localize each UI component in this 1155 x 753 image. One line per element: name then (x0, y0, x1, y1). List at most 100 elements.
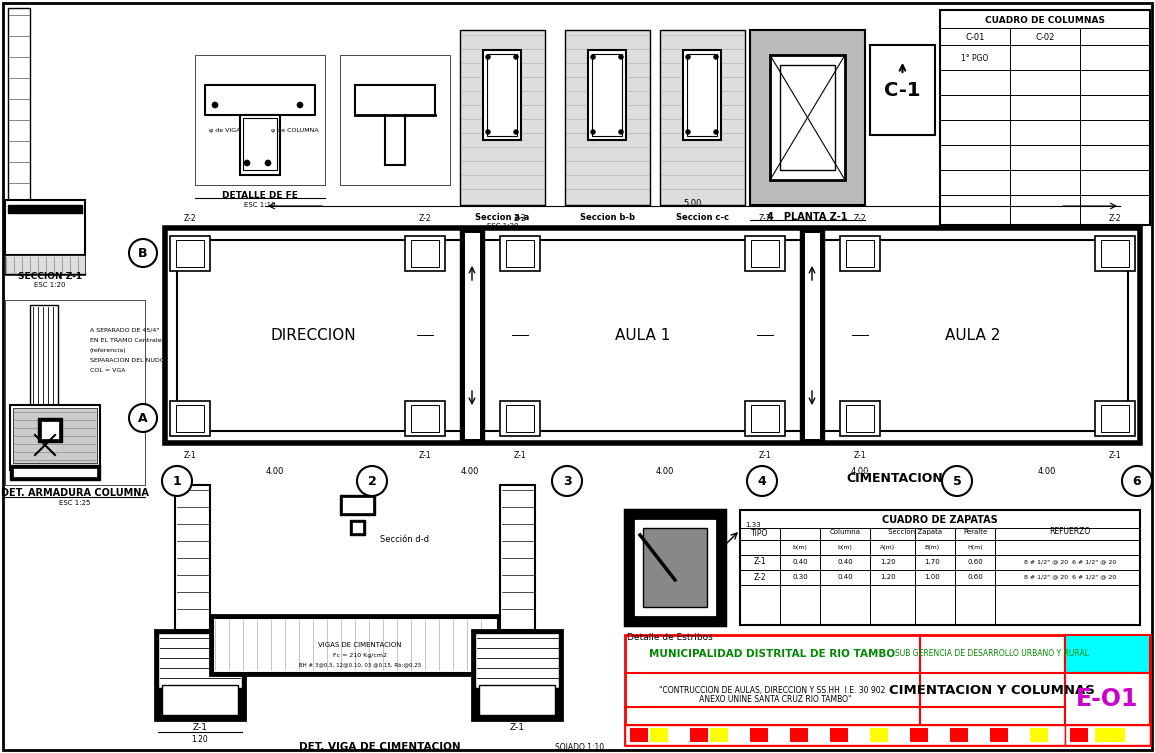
Bar (1101, 405, 1128, 432)
Bar (162, 685, 238, 715)
Bar (177, 240, 1128, 431)
Text: Seccion c-c: Seccion c-c (676, 212, 729, 221)
Circle shape (747, 466, 777, 496)
Bar (506, 405, 534, 432)
Text: ESC 1:20: ESC 1:20 (486, 223, 519, 229)
Circle shape (129, 239, 157, 267)
Text: AULA 2: AULA 2 (945, 328, 1000, 343)
Text: b(m): b(m) (792, 545, 807, 550)
Text: EN EL TRAMO Centrales: EN EL TRAMO Centrales (90, 337, 165, 343)
Bar (1030, 728, 1048, 742)
Circle shape (129, 404, 157, 432)
Bar (643, 528, 707, 607)
Bar (10, 405, 100, 470)
Bar (204, 85, 315, 115)
Text: Seccion Zapata: Seccion Zapata (888, 529, 942, 535)
Text: ESC 1:20: ESC 1:20 (35, 282, 66, 288)
Bar (170, 401, 210, 436)
Text: Z-1: Z-1 (514, 450, 527, 459)
Text: 4.00: 4.00 (461, 467, 478, 475)
Bar (633, 518, 717, 617)
Bar (506, 240, 534, 267)
Bar (342, 497, 373, 513)
Text: Sección d-d: Sección d-d (380, 535, 429, 544)
Bar (683, 50, 721, 140)
Bar (170, 236, 210, 271)
Text: Z-2: Z-2 (759, 214, 772, 222)
Text: 0.40: 0.40 (792, 559, 807, 565)
Bar (710, 728, 728, 742)
Bar (690, 728, 708, 742)
Text: 4.00: 4.00 (850, 467, 869, 475)
Text: A SEPARADO DE 45/4": A SEPARADO DE 45/4" (90, 328, 159, 333)
Bar (5, 255, 85, 275)
Text: Seccion b-b: Seccion b-b (580, 212, 635, 221)
Bar (910, 728, 927, 742)
Text: 0.40: 0.40 (837, 574, 852, 580)
Text: ANEXO UNINE SANTA CRUZ RIO TAMBO": ANEXO UNINE SANTA CRUZ RIO TAMBO" (692, 696, 851, 705)
Text: 5.00: 5.00 (684, 199, 702, 208)
Bar (176, 405, 204, 432)
Circle shape (514, 54, 519, 59)
Text: 4: 4 (758, 474, 767, 487)
Bar (460, 30, 545, 205)
Bar (625, 510, 725, 625)
Circle shape (590, 54, 596, 59)
Bar (745, 401, 785, 436)
Bar (750, 728, 768, 742)
Circle shape (942, 466, 973, 496)
Bar (840, 401, 880, 436)
Bar (1070, 728, 1088, 742)
Bar (845, 240, 874, 267)
Bar (475, 633, 559, 688)
Text: Z-1: Z-1 (418, 450, 431, 459)
Text: AULA 1: AULA 1 (616, 328, 671, 343)
Bar (751, 240, 778, 267)
Circle shape (485, 54, 491, 59)
Text: 8 # 1/2" @ 20  6 # 1/2" @ 20: 8 # 1/2" @ 20 6 # 1/2" @ 20 (1023, 559, 1116, 565)
Bar (500, 401, 541, 436)
Bar (165, 228, 1140, 443)
Bar (1065, 673, 1150, 725)
Text: DETALLE DE FE: DETALLE DE FE (222, 191, 298, 200)
Bar (790, 728, 808, 742)
Bar (1095, 401, 1135, 436)
Bar (745, 236, 785, 271)
Circle shape (618, 130, 624, 135)
Text: 4.00: 4.00 (655, 467, 673, 475)
Bar (751, 405, 778, 432)
Text: VIGAS DE CIMENTACION: VIGAS DE CIMENTACION (319, 642, 402, 648)
Bar (800, 228, 824, 443)
Bar (483, 50, 521, 140)
Bar (240, 115, 280, 175)
Bar (625, 725, 1065, 745)
Circle shape (714, 54, 718, 59)
Bar (487, 54, 517, 136)
Bar (951, 728, 968, 742)
Bar (176, 485, 210, 630)
Bar (472, 630, 562, 720)
Text: MUNICIPALIDAD DISTRITAL DE RIO TAMBO: MUNICIPALIDAD DISTRITAL DE RIO TAMBO (649, 649, 895, 659)
Text: φ de VIGA: φ de VIGA (209, 127, 240, 133)
Text: (referencia): (referencia) (90, 347, 127, 352)
Text: CIMENTACION: CIMENTACION (847, 471, 944, 484)
Bar (780, 65, 835, 170)
Circle shape (297, 102, 303, 108)
Text: b(m): b(m) (837, 545, 852, 550)
Text: 0.60: 0.60 (967, 559, 983, 565)
Text: 0.60: 0.60 (967, 574, 983, 580)
Text: B(m): B(m) (924, 545, 939, 550)
Bar (629, 728, 648, 742)
Bar (8, 8, 30, 208)
Text: Columna: Columna (829, 529, 860, 535)
Text: SEPARACION DEL NUDO: SEPARACION DEL NUDO (90, 358, 165, 362)
Text: 1.20: 1.20 (880, 559, 896, 565)
Text: REFUERZO: REFUERZO (1050, 528, 1090, 536)
Bar (158, 633, 243, 688)
Text: C-02: C-02 (1035, 32, 1055, 41)
Bar (210, 615, 500, 675)
Bar (593, 54, 623, 136)
Text: E-O1: E-O1 (1075, 687, 1138, 711)
Bar (840, 236, 880, 271)
Bar (687, 54, 717, 136)
